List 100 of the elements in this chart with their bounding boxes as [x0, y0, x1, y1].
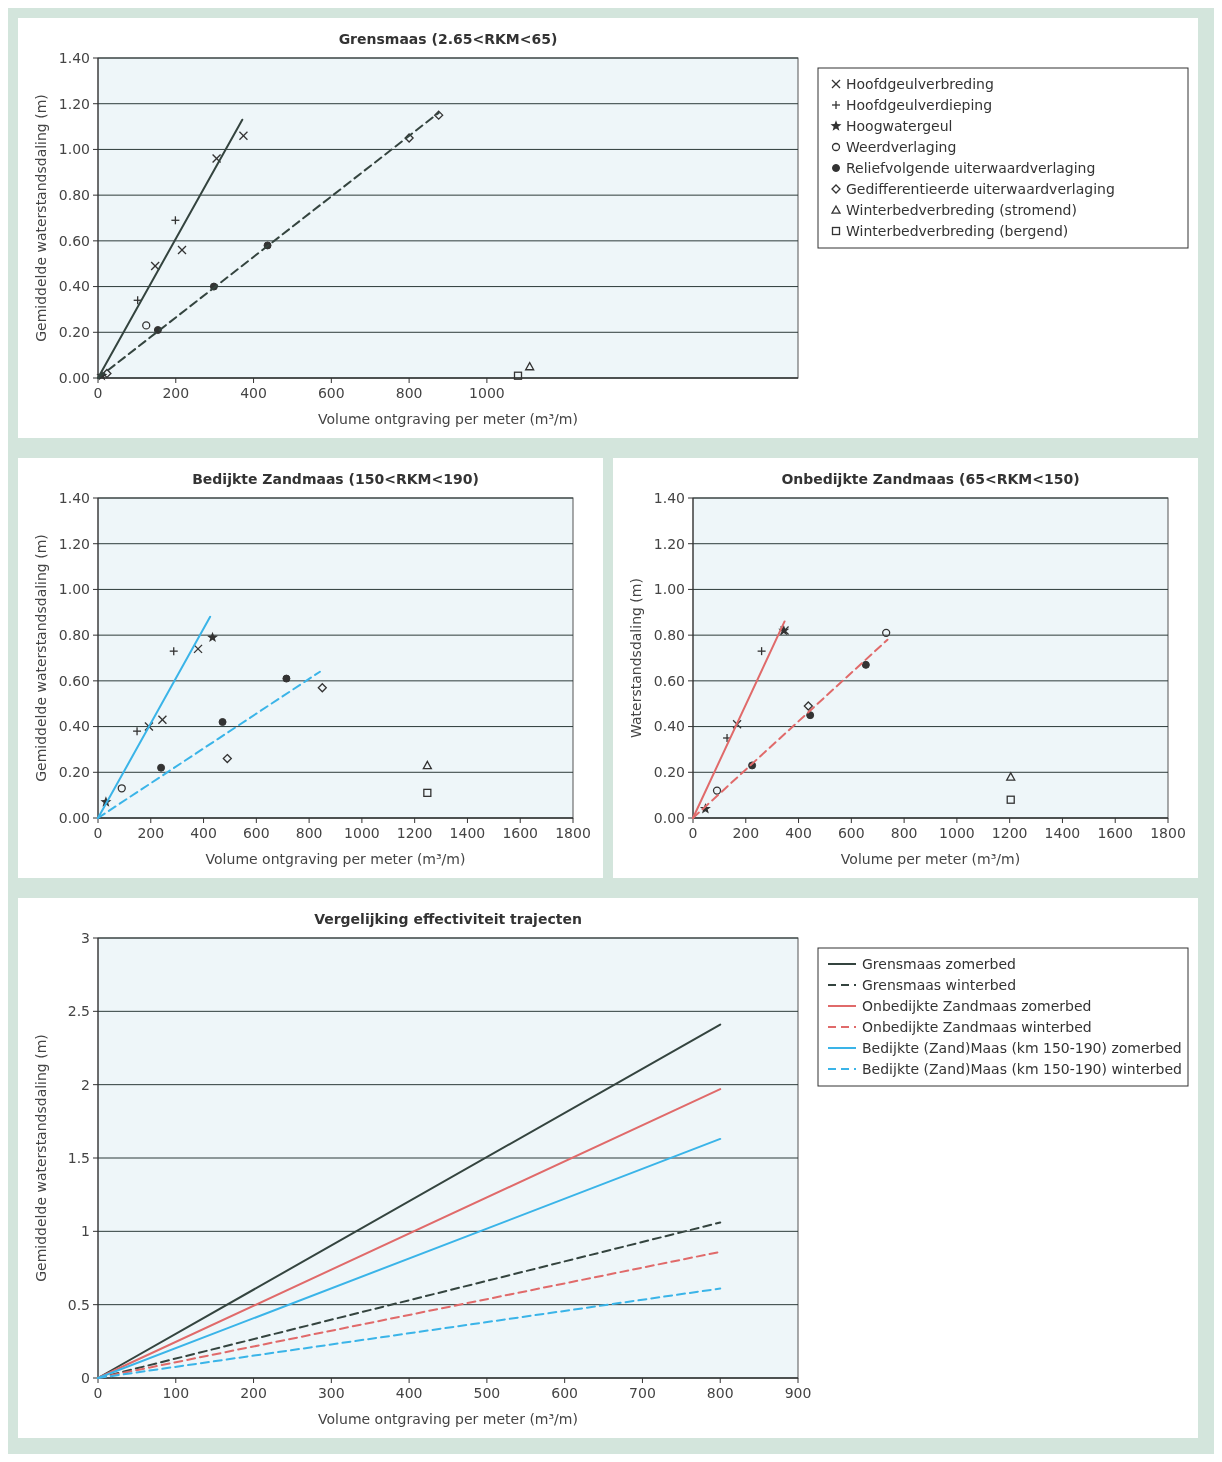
x-axis-title: Volume ontgraving per meter (m³/m) — [318, 411, 578, 427]
x-tick-label: 800 — [395, 385, 423, 401]
x-tick-label: 1800 — [555, 825, 591, 841]
point — [157, 763, 166, 772]
point — [207, 631, 219, 643]
x-tick-label: 200 — [240, 1385, 267, 1401]
x-tick-label: 1200 — [396, 825, 433, 841]
x-tick-label: 600 — [317, 385, 345, 401]
legend-label: Hoofdgeulverbreding — [846, 75, 994, 92]
x-tick-label: 0 — [93, 1385, 103, 1401]
chart-title: Bedijkte Zandmaas (150<RKM<190) — [192, 471, 479, 487]
y-tick-label: 2.5 — [67, 1003, 90, 1020]
legend-label: Weerdverlaging — [846, 138, 957, 155]
point — [404, 133, 414, 143]
point — [423, 788, 432, 798]
y-tick-label: 0.40 — [653, 718, 685, 735]
y-tick-label: 1.40 — [58, 49, 90, 66]
y-tick-label: 0.80 — [58, 627, 90, 644]
y-tick-label: 1.00 — [58, 141, 90, 158]
legend-label: Onbedijkte Zandmaas winterbed — [862, 1018, 1092, 1035]
x-tick-label: 1000 — [939, 825, 975, 841]
x-tick-label: 800 — [890, 825, 918, 841]
y-tick-label: 1.00 — [58, 581, 90, 598]
y-tick-label: 1.40 — [58, 489, 90, 506]
x-tick-label: 900 — [784, 1385, 812, 1401]
y-tick-label: 0.20 — [58, 764, 90, 781]
point — [806, 711, 815, 720]
point — [1006, 795, 1015, 804]
x-tick-label: 1600 — [1097, 825, 1134, 841]
y-tick-label: 0 — [81, 1369, 90, 1386]
x-tick-label: 500 — [473, 1385, 501, 1401]
x-tick-label: 800 — [706, 1385, 734, 1401]
x-tick-label: 1400 — [449, 825, 486, 841]
legend-label: Winterbedverbreding (stromend) — [846, 201, 1077, 218]
x-tick-label: 1600 — [502, 825, 539, 841]
x-tick-label: 1800 — [1150, 825, 1186, 841]
x-tick-label: 200 — [732, 825, 760, 841]
legend-label: Grensmaas zomerbed — [862, 955, 1016, 972]
y-tick-label: 1.20 — [58, 535, 90, 552]
x-axis-title: Volume ontgraving per meter (m³/m) — [318, 1411, 578, 1427]
y-tick-label: 0.40 — [58, 718, 90, 735]
y-tick-label: 0.80 — [58, 187, 90, 204]
point — [317, 683, 327, 693]
x-tick-label: 400 — [395, 1385, 423, 1401]
point — [861, 660, 870, 669]
x-tick-label: 300 — [317, 1385, 345, 1401]
point — [117, 784, 126, 793]
x-tick-label: 1200 — [991, 825, 1028, 841]
point — [142, 321, 151, 330]
y-tick-label: 0.80 — [653, 627, 685, 644]
y-tick-label: 0.00 — [58, 809, 90, 826]
x-tick-label: 0 — [93, 385, 103, 401]
point — [513, 371, 523, 380]
y-tick-label: 1 — [81, 1223, 90, 1240]
legend-label: Hoofdgeulverdieping — [846, 96, 993, 113]
x-tick-label: 700 — [629, 1385, 656, 1401]
x-tick-label: 100 — [162, 1385, 190, 1401]
y-tick-label: 1.5 — [67, 1149, 90, 1166]
y-tick-label: 0.60 — [58, 232, 90, 249]
y-tick-label: 1.20 — [58, 95, 90, 112]
chart-title: Vergelijking effectiviteit trajecten — [314, 911, 582, 927]
y-tick-label: 0.60 — [653, 672, 685, 689]
x-axis-title: Volume per meter (m³/m) — [840, 851, 1021, 867]
x-tick-label: 1400 — [1044, 825, 1081, 841]
x-tick-label: 600 — [242, 825, 270, 841]
legend-label: Bedijkte (Zand)Maas (km 150-190) winterbed — [862, 1060, 1182, 1077]
legend-label: Grensmaas winterbed — [862, 976, 1017, 993]
y-tick-label: 0.20 — [653, 764, 685, 781]
chart-title: Onbedijkte Zandmaas (65<RKM<150) — [781, 471, 1080, 487]
point — [712, 786, 722, 795]
legend-label: Winterbedverbreding (bergend) — [846, 222, 1069, 239]
x-tick-label: 1000 — [344, 825, 380, 841]
y-tick-label: 1.40 — [653, 489, 685, 506]
y-tick-label: 0.40 — [58, 278, 90, 295]
y-tick-label: 0.60 — [58, 672, 90, 689]
y-tick-label: 2 — [81, 1076, 90, 1093]
point — [102, 368, 112, 379]
legend-label: Reliefvolgende uiterwaardverlaging — [846, 159, 1096, 176]
x-tick-label: 600 — [551, 1385, 579, 1401]
x-tick-label: 400 — [240, 385, 267, 401]
point — [1006, 772, 1016, 781]
point — [882, 628, 891, 638]
point — [222, 753, 232, 764]
y-axis-title: Gemiddelde waterstandsdaling (m) — [33, 94, 49, 342]
point — [525, 361, 535, 371]
x-tick-label: 400 — [785, 825, 812, 841]
y-tick-label: 0.20 — [58, 324, 90, 341]
x-axis-title: Volume ontgraving per meter (m³/m) — [205, 851, 466, 867]
legend-label: Onbedijkte Zandmaas zomerbed — [862, 997, 1092, 1014]
x-tick-label: 200 — [137, 825, 165, 841]
x-tick-label: 200 — [162, 385, 190, 401]
point — [434, 110, 444, 120]
x-tick-label: 600 — [837, 825, 865, 841]
x-tick-label: 400 — [190, 825, 217, 841]
x-tick-label: 800 — [295, 825, 323, 841]
legend-label: Gedifferentieerde uiterwaardverlaging — [846, 180, 1115, 197]
point — [218, 718, 227, 726]
chart-title: Grensmaas (2.65<RKM<65) — [338, 31, 558, 47]
y-axis-title: Gemiddelde waterstandsdaling (m) — [33, 1034, 49, 1282]
x-tick-label: 1000 — [469, 385, 505, 401]
